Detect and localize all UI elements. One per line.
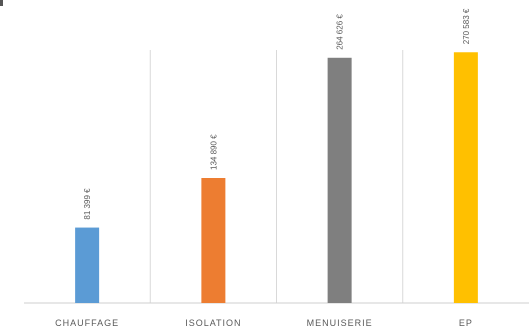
data-label: 270 583 €	[462, 8, 471, 44]
x-tick-label: EP	[459, 318, 473, 328]
bar-menuiserie	[327, 57, 352, 303]
data-label: 134 890 €	[209, 134, 218, 170]
data-label: 81 399 €	[83, 188, 92, 220]
x-tick-label: CHAUFFAGE	[55, 318, 119, 328]
data-label: 264 626 €	[336, 14, 345, 50]
corner-mark	[0, 0, 3, 6]
bar-isolation	[201, 178, 226, 303]
bar-chauffage	[75, 227, 100, 303]
x-tick-label: MENUISERIE	[307, 318, 373, 328]
bar-ep	[453, 52, 478, 304]
x-tick-label: ISOLATION	[185, 318, 241, 328]
